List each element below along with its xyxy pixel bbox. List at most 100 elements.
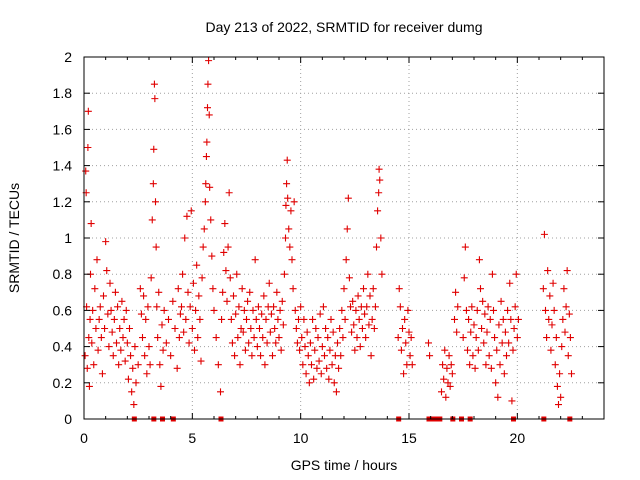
data-point: [354, 292, 362, 300]
data-point: [508, 397, 516, 405]
data-point: [228, 339, 236, 347]
data-point: [208, 252, 216, 260]
data-point: [371, 303, 379, 311]
data-point: [189, 279, 197, 287]
data-point: [559, 315, 567, 323]
data-point: [365, 321, 373, 329]
data-point: [108, 328, 116, 336]
data-point: [321, 352, 328, 360]
data-point: [278, 297, 286, 305]
data-point: [233, 270, 241, 278]
data-point: [377, 234, 385, 242]
data-point: [205, 57, 213, 65]
data-point: [549, 279, 557, 287]
data-point: [341, 315, 349, 323]
data-point: [309, 315, 317, 323]
data-point: [442, 393, 450, 401]
data-point: [315, 357, 323, 365]
data-point: [93, 256, 101, 264]
data-point: [468, 303, 476, 311]
data-point: [230, 292, 237, 300]
data-point: [566, 334, 574, 342]
data-point: [291, 306, 299, 314]
data-point: [147, 274, 155, 282]
y-tick-label: 1.6: [53, 121, 73, 137]
chart-title: Day 213 of 2022, SRMTID for receiver dum…: [205, 19, 482, 35]
data-point: [253, 343, 261, 351]
data-point: [88, 339, 96, 347]
data-point: [110, 315, 118, 323]
data-point: [562, 303, 570, 311]
data-point: [479, 297, 487, 305]
data-point: [488, 270, 496, 278]
data-point: [408, 361, 416, 369]
data-point: [271, 325, 279, 332]
data-point: [103, 267, 111, 275]
data-point: [227, 315, 235, 323]
data-point: [312, 325, 320, 332]
data-point: [308, 361, 315, 369]
data-point: [282, 234, 289, 242]
data-point: [204, 104, 211, 112]
y-tick-label: 0: [64, 411, 72, 427]
data-point: [94, 346, 102, 354]
data-point: [100, 292, 107, 300]
data-point: [328, 361, 336, 369]
data-point: [239, 328, 247, 336]
data-point: [139, 334, 146, 342]
data-point: [226, 274, 234, 282]
y-tick-label: 1: [64, 230, 72, 246]
data-point: [149, 180, 157, 188]
data-point: [563, 267, 571, 275]
data-point: [397, 346, 405, 354]
data-point: [199, 243, 207, 251]
data-point: [107, 306, 115, 314]
data-point: [174, 285, 182, 293]
data-point: [302, 370, 310, 378]
data-point: [460, 274, 468, 282]
data-point: [552, 334, 560, 342]
data-point: [275, 334, 283, 342]
data-point: [277, 346, 285, 354]
x-tick-label: 0: [80, 430, 88, 446]
data-point: [274, 315, 282, 323]
data-point: [258, 310, 266, 318]
data-point: [265, 279, 273, 287]
data-point: [551, 361, 559, 369]
data-point: [214, 361, 222, 369]
data-point: [338, 306, 346, 314]
data-point: [241, 346, 249, 354]
data-point: [293, 339, 301, 347]
data-point: [503, 352, 510, 360]
data-point: [327, 315, 335, 323]
data-point: [198, 274, 206, 282]
y-tick-label: 0.6: [53, 302, 73, 318]
data-point: [169, 297, 177, 305]
data-point: [543, 334, 551, 342]
data-point: [464, 346, 471, 354]
data-point: [325, 375, 333, 383]
data-point: [542, 306, 549, 314]
data-point: [98, 370, 106, 378]
data-point: [260, 292, 268, 300]
data-point: [499, 315, 507, 323]
data-point: [545, 315, 553, 323]
data-point: [395, 285, 403, 293]
data-point: [123, 339, 131, 347]
data-point: [470, 321, 478, 329]
data-point: [507, 315, 515, 323]
data-point: [406, 352, 414, 360]
data-point: [335, 364, 343, 372]
data-point: [511, 303, 519, 311]
data-point: [300, 315, 308, 323]
data-point: [448, 370, 456, 378]
data-point: [237, 325, 245, 332]
data-point: [132, 379, 140, 387]
data-point: [340, 285, 348, 293]
data-point: [283, 180, 291, 188]
data-point: [297, 303, 305, 311]
data-point: [210, 306, 218, 314]
data-point: [376, 176, 384, 184]
data-point: [316, 310, 324, 318]
